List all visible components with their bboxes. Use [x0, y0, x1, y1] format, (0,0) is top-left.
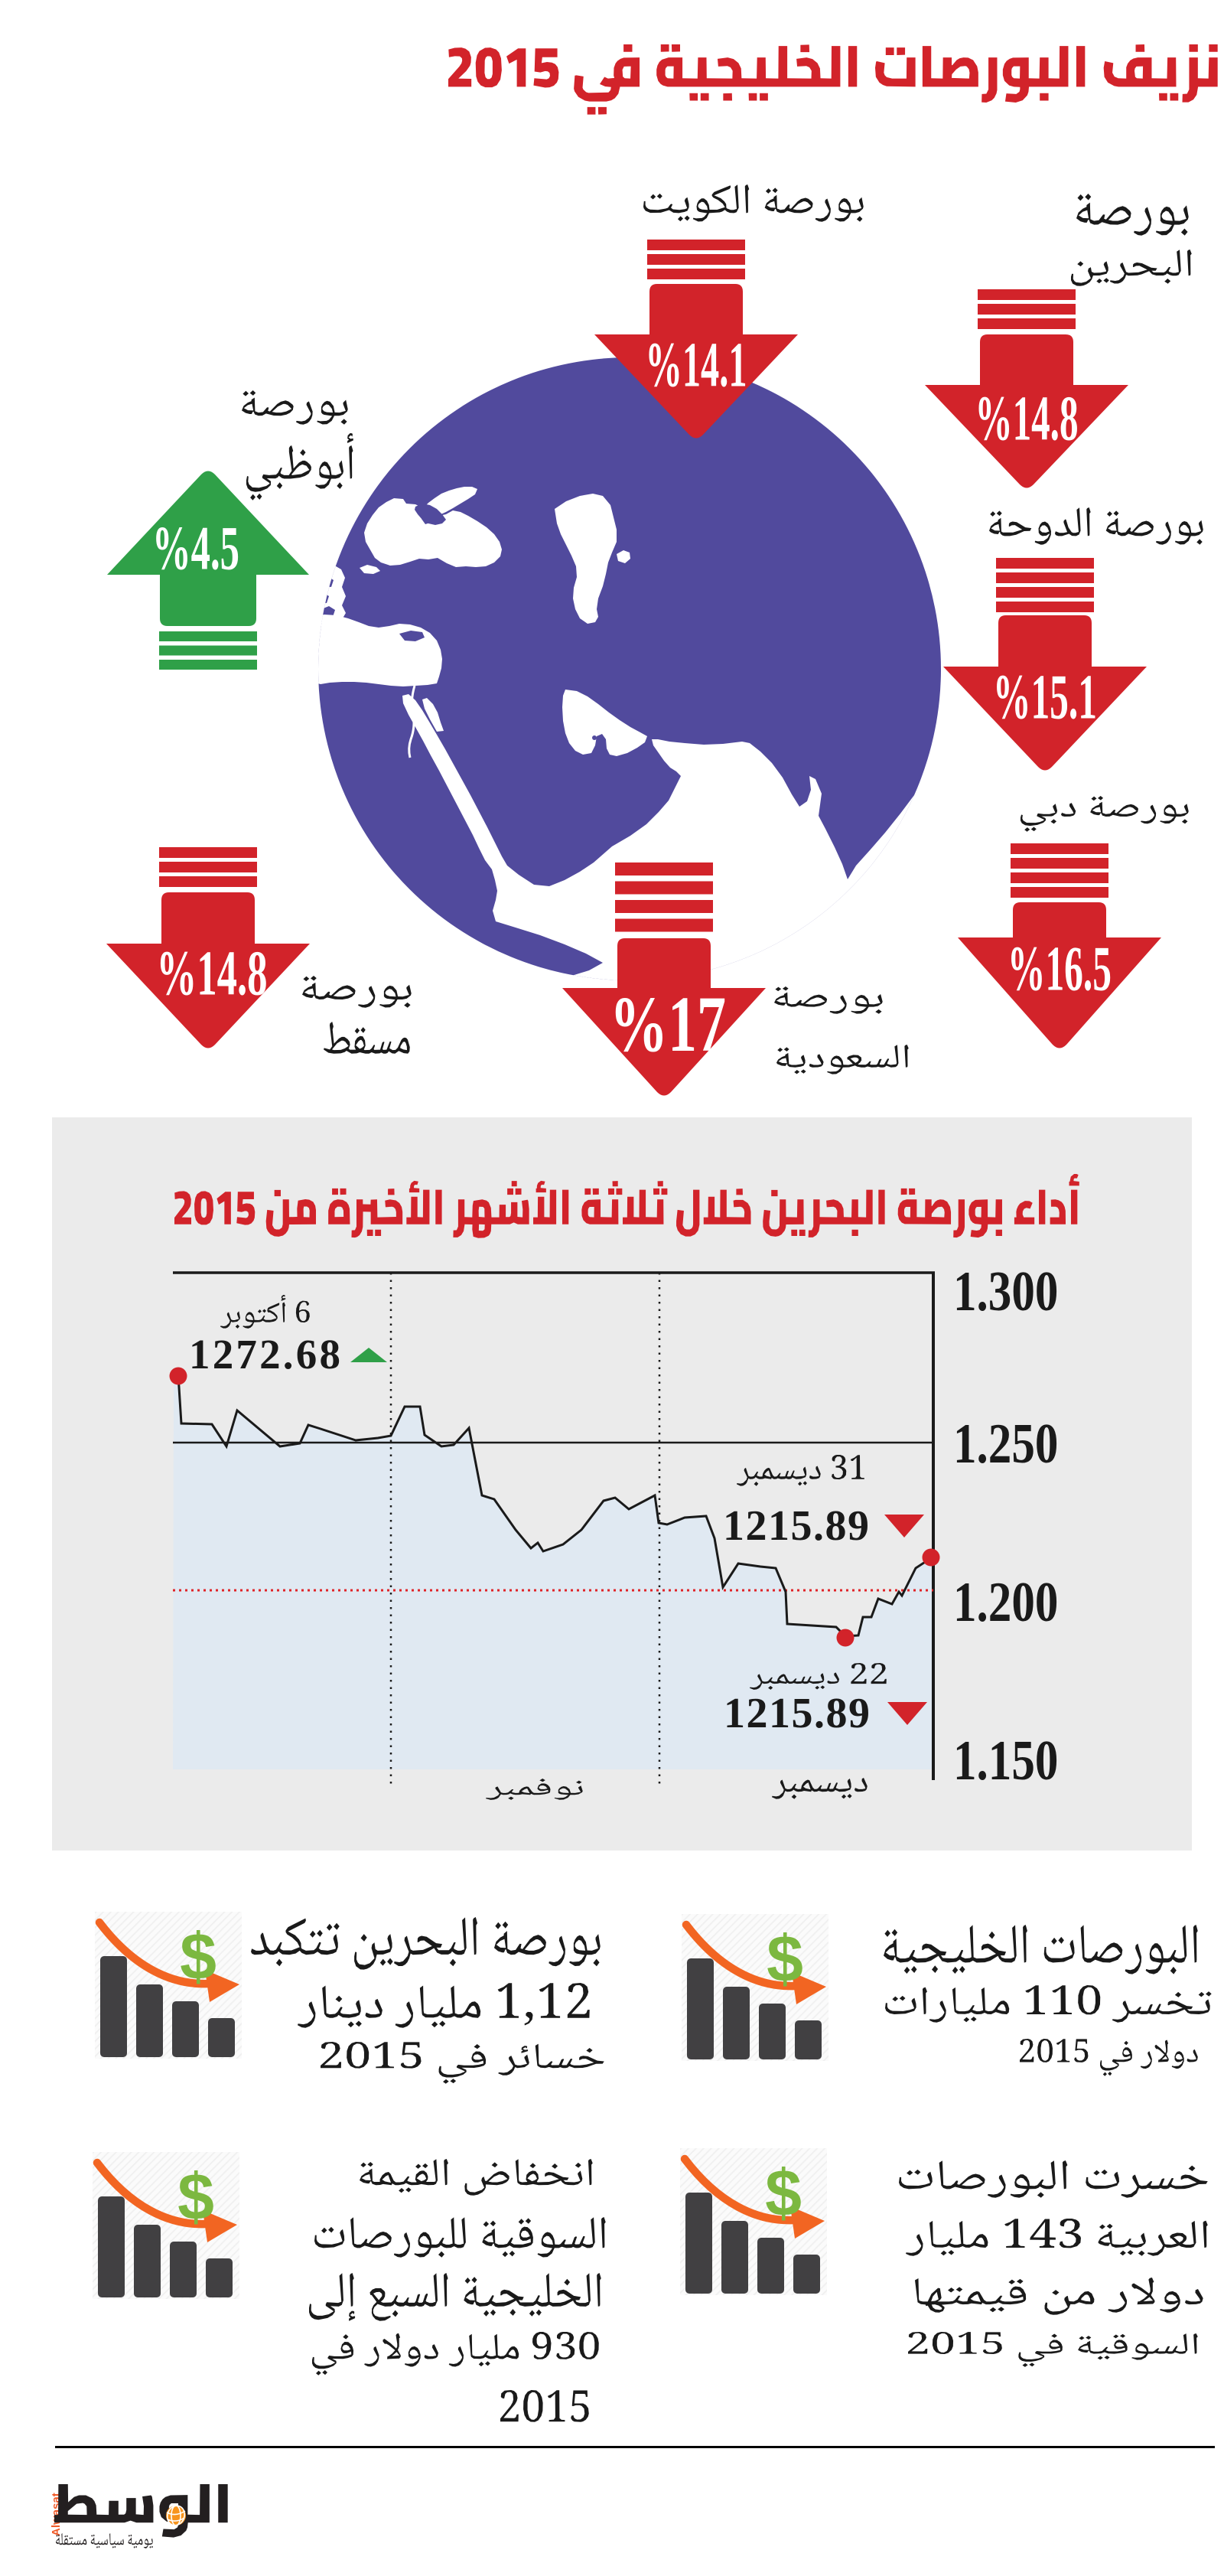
svg-text:%17: %17 [610, 980, 726, 1068]
svg-text:$: $ [767, 1922, 803, 1996]
svg-text:$: $ [177, 2160, 214, 2234]
svg-text:%14.8: %14.8 [975, 383, 1079, 454]
svg-text:$: $ [765, 2157, 802, 2230]
svg-text:%14.8: %14.8 [157, 937, 268, 1009]
svg-text:%15.1: %15.1 [993, 661, 1097, 732]
svg-text:%4.5: %4.5 [152, 514, 239, 583]
svg-text:$: $ [180, 1920, 216, 1994]
svg-text:%16.5: %16.5 [1008, 933, 1112, 1004]
svg-text:%14.1: %14.1 [646, 329, 747, 400]
